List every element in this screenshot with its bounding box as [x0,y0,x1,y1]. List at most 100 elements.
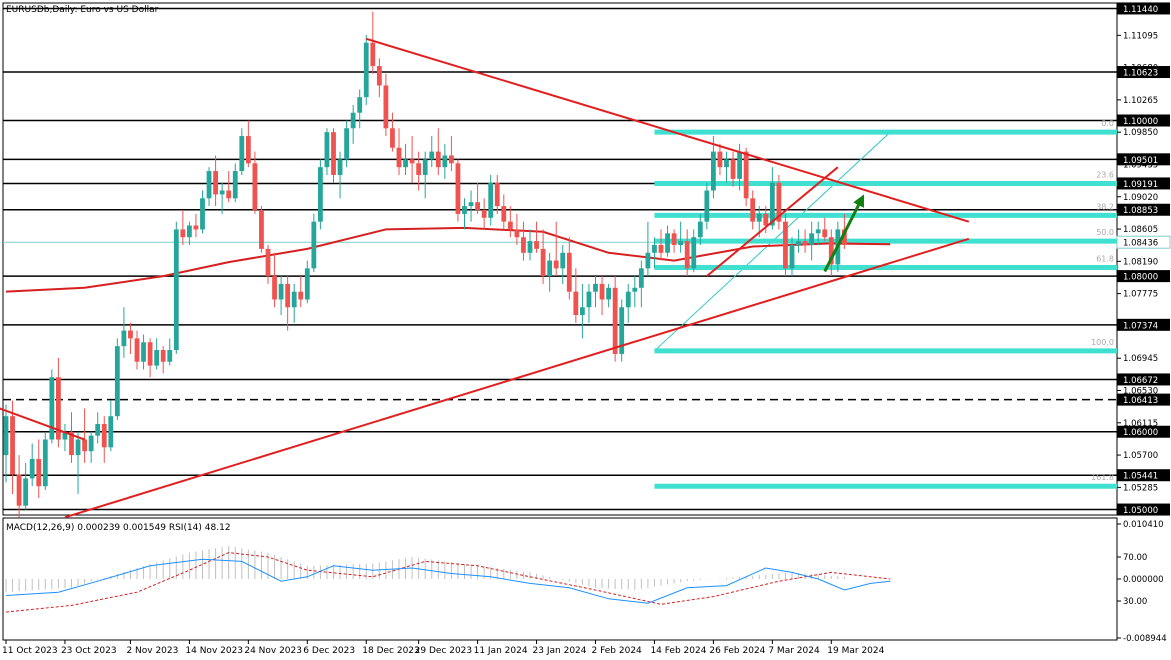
level-price-box [1117,393,1170,406]
x-tick-label: 6 Dec 2023 [303,646,355,656]
candle-body [711,151,716,191]
candle-body [809,233,815,245]
candle-body [265,248,271,277]
candle-body [704,190,710,222]
x-tick-label: 18 Dec 2023 [362,646,420,656]
candle-body [403,159,408,168]
price-tick-label: 1.05285 [1123,483,1158,493]
candle-body [128,330,133,339]
candle-body [449,155,454,164]
macd-signal-line [5,552,891,613]
fibonacci-level-label: 23.6 [1096,171,1114,180]
x-tick-label: 11 Oct 2023 [2,646,58,656]
candle-body [36,458,42,487]
candle-body [547,260,553,277]
level-price-box [1117,469,1170,482]
level-price-box [1117,425,1170,438]
candle-body [193,225,199,230]
main-plot-frame [2,2,1118,516]
candle-body [658,244,664,253]
candle-body [252,163,258,210]
candle-body [390,128,395,148]
candle-body [756,213,762,222]
candle-body [311,221,317,269]
candle-body [560,252,566,269]
price-tick-label: 1.11095 [1123,31,1158,41]
x-tick-label: 29 Dec 2023 [415,646,473,656]
candle-body [553,260,559,269]
candle-body [593,283,598,292]
candle-body [160,350,166,362]
level-price-label: 1.06000 [1123,428,1158,438]
candle-body [154,350,160,366]
candle-body [769,182,775,226]
candle-body [259,209,264,249]
level-price-label: 1.06672 [1123,376,1158,386]
candle-body [540,248,546,277]
candle-body [29,458,35,479]
candle-body [783,221,788,269]
candle-body [245,136,251,164]
candle-body [180,229,186,238]
x-tick-label: 23 Oct 2023 [61,646,117,656]
chart-title: EURUSDb,Daily: Euro vs US Dollar [6,5,159,15]
price-tick-label: 1.09020 [1123,193,1158,203]
candle-body [101,423,107,448]
trendline [0,407,85,441]
level-price-box [1117,114,1170,127]
indicator-tick-label: 0.010410 [1123,520,1164,530]
candle-body [507,221,513,230]
candle-body [232,171,238,199]
candle-body [789,244,795,269]
x-tick-label: 2 Nov 2023 [126,646,178,656]
candle-body [337,159,343,175]
candle-body [697,221,703,238]
candle-body [468,202,474,207]
candle-body [173,229,179,351]
candle-body [213,171,218,195]
level-price-box [1117,318,1170,331]
current-price-label: 1.08436 [1123,239,1158,249]
candle-body [691,237,697,269]
candle-body [737,151,742,179]
candle-body [422,159,428,175]
price-tick-label: 1.08190 [1123,257,1158,267]
candle-body [619,307,625,354]
candle-body [566,252,572,292]
candle-body [534,241,539,249]
candle-body [141,342,146,362]
x-tick-label: 14 Nov 2023 [185,646,243,656]
candle-body [442,155,448,168]
candle-body [409,159,415,164]
x-tick-label: 2 Feb 2024 [592,646,643,656]
candle-body [455,163,461,214]
candle-body [416,163,422,175]
candle-body [435,151,441,168]
x-tick-label: 19 Mar 2024 [827,646,884,656]
candle-body [304,268,310,300]
price-tick-label: 1.10265 [1123,96,1158,106]
candle-body [376,66,382,86]
candle-body [573,291,579,316]
indicator-title: MACD(12,26,9) 0.000239 0.001549 RSI(14) … [6,523,231,533]
level-price-label: 1.11440 [1123,5,1158,15]
candle-body [842,229,847,245]
level-price-label: 1.06413 [1123,396,1158,406]
fibonacci-level-label: 38.2 [1096,202,1114,211]
level-price-label: 1.09501 [1123,156,1158,166]
price-tick-label: 1.07775 [1123,290,1158,300]
candle-body [350,112,356,129]
moving-average-line [5,226,891,293]
candle-body [344,128,349,160]
level-price-box [1117,270,1170,283]
candle-body [586,291,592,308]
level-price-label: 1.05441 [1123,472,1158,482]
candle-body [16,474,22,506]
level-price-box [1117,203,1170,216]
candle-body [42,439,48,487]
candle-body [815,229,821,234]
price-tick-label: 1.09435 [1123,160,1158,170]
candle-body [796,241,801,245]
candle-body [357,97,363,113]
candle-body [671,233,677,245]
